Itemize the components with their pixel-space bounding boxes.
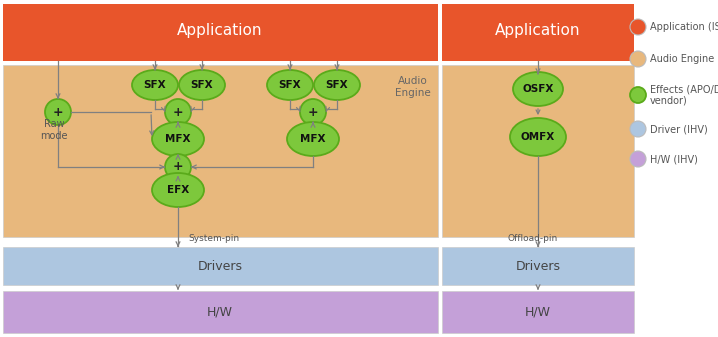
Text: Offload-pin: Offload-pin (508, 234, 559, 243)
Ellipse shape (630, 87, 646, 103)
Ellipse shape (132, 70, 178, 100)
Ellipse shape (513, 72, 563, 106)
Text: Application: Application (495, 24, 581, 38)
Ellipse shape (630, 151, 646, 167)
Ellipse shape (165, 154, 191, 180)
Text: H/W (IHV): H/W (IHV) (650, 154, 698, 164)
Ellipse shape (152, 122, 204, 156)
Text: Raw
mode: Raw mode (40, 119, 67, 141)
Ellipse shape (630, 51, 646, 67)
Bar (3, 4, 438, 61)
Bar (442, 65, 634, 237)
Text: +: + (173, 160, 183, 174)
Ellipse shape (45, 99, 71, 125)
Text: H/W: H/W (525, 306, 551, 318)
Text: +: + (308, 105, 318, 119)
Ellipse shape (179, 70, 225, 100)
Ellipse shape (630, 121, 646, 137)
Bar (442, 4, 634, 61)
Text: Application: Application (177, 24, 263, 38)
Text: +: + (173, 105, 183, 119)
Ellipse shape (510, 118, 566, 156)
Ellipse shape (267, 70, 313, 100)
Text: Drivers: Drivers (197, 259, 243, 273)
Text: H/W: H/W (207, 306, 233, 318)
Text: Drivers: Drivers (516, 259, 561, 273)
Text: OMFX: OMFX (521, 132, 555, 142)
Text: SFX: SFX (279, 80, 302, 90)
Text: MFX: MFX (165, 134, 191, 144)
Text: EFX: EFX (167, 185, 189, 195)
Bar (3, 247, 438, 285)
Ellipse shape (152, 173, 204, 207)
Text: Audio
Engine: Audio Engine (395, 76, 431, 98)
Text: +: + (52, 105, 63, 119)
Ellipse shape (630, 19, 646, 35)
Text: SFX: SFX (144, 80, 167, 90)
Text: Driver (IHV): Driver (IHV) (650, 124, 708, 134)
Bar (3, 65, 438, 237)
Bar (442, 291, 634, 333)
Text: Application (ISV): Application (ISV) (650, 22, 718, 32)
Bar (3, 291, 438, 333)
Ellipse shape (300, 99, 326, 125)
Text: System-pin: System-pin (188, 234, 239, 243)
Text: OSFX: OSFX (522, 84, 554, 94)
Text: SFX: SFX (326, 80, 348, 90)
Ellipse shape (314, 70, 360, 100)
Text: MFX: MFX (300, 134, 326, 144)
Ellipse shape (287, 122, 339, 156)
Text: SFX: SFX (191, 80, 213, 90)
Text: Effects (APO/DSP
vendor): Effects (APO/DSP vendor) (650, 84, 718, 106)
Text: Audio Engine (MS): Audio Engine (MS) (650, 54, 718, 64)
Bar (442, 247, 634, 285)
Ellipse shape (165, 99, 191, 125)
